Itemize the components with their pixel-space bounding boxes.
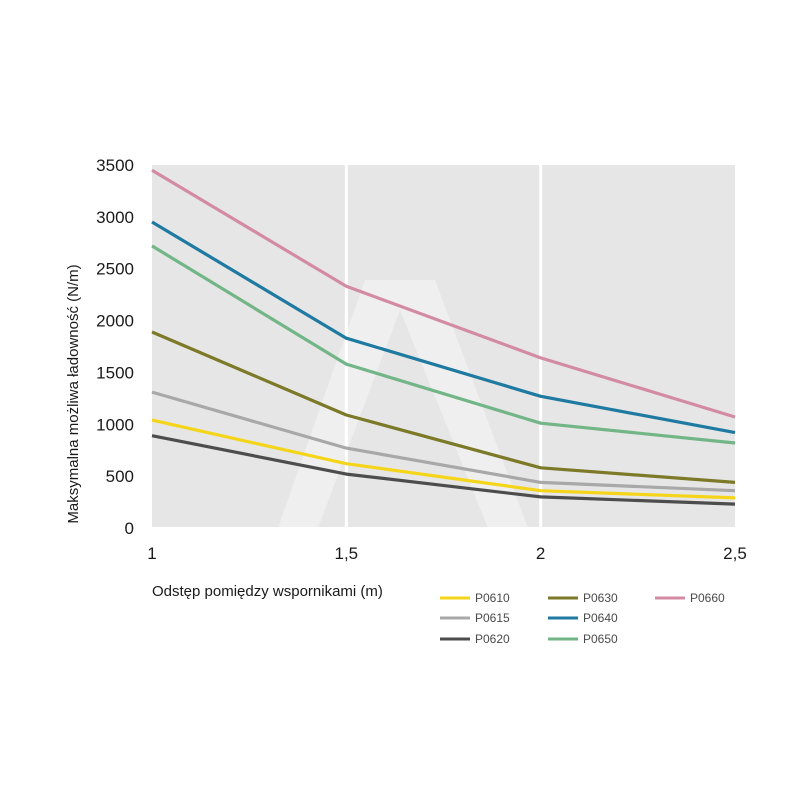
x-tick-label: 1,5 <box>335 544 359 563</box>
series-lines <box>151 168 736 506</box>
watermark-logo <box>278 280 528 528</box>
series-line-p0640 <box>151 220 736 435</box>
legend-label: P0610 <box>475 591 510 605</box>
legend-item-p0630: P0630 <box>548 591 618 605</box>
legend-item-p0660: P0660 <box>655 591 725 605</box>
legend-label: P0615 <box>475 611 510 625</box>
watermark-shape <box>278 280 528 528</box>
y-tick-label: 3500 <box>96 156 134 175</box>
series-line-p0630 <box>151 330 736 484</box>
legend-item-p0620: P0620 <box>440 632 510 646</box>
y-tick-label: 2000 <box>96 312 134 331</box>
legend-item-p0615: P0615 <box>440 611 510 625</box>
legend-label: P0650 <box>583 632 618 646</box>
y-tick-label: 3000 <box>96 208 134 227</box>
y-tick-label: 0 <box>125 519 134 538</box>
x-tick-label: 2 <box>536 544 545 563</box>
series-line-p0660 <box>151 168 736 419</box>
legend-item-p0610: P0610 <box>440 591 510 605</box>
y-axis-title: Maksymalna możliwa ładowność (N/m) <box>65 264 82 523</box>
series-line-p0620 <box>151 434 736 506</box>
y-tick-label: 2500 <box>96 260 134 279</box>
legend-label: P0660 <box>690 591 725 605</box>
legend-item-p0640: P0640 <box>548 611 618 625</box>
legend-label: P0630 <box>583 591 618 605</box>
x-axis-ticks: 1 1,5 2 2,5 <box>147 544 747 563</box>
y-axis-ticks: 0 500 1000 1500 2000 2500 3000 3500 <box>96 156 134 538</box>
x-tick-label: 2,5 <box>723 544 747 563</box>
x-axis-title: Odstęp pomiędzy wspornikami (m) <box>152 583 383 600</box>
legend-label: P0620 <box>475 632 510 646</box>
series-line-p0650 <box>151 244 736 445</box>
legend-label: P0640 <box>583 611 618 625</box>
legend: P0610 P0615 P0620 P0630 P0640 P0650 P0660 <box>440 591 725 646</box>
legend-item-p0650: P0650 <box>548 632 618 646</box>
plot-area <box>152 165 735 528</box>
x-tick-label: 1 <box>147 544 156 563</box>
y-tick-label: 1500 <box>96 363 134 382</box>
y-tick-label: 1000 <box>96 415 134 434</box>
y-tick-label: 500 <box>106 467 134 486</box>
series-line-p0615 <box>151 390 736 493</box>
series-line-p0610 <box>151 418 736 500</box>
